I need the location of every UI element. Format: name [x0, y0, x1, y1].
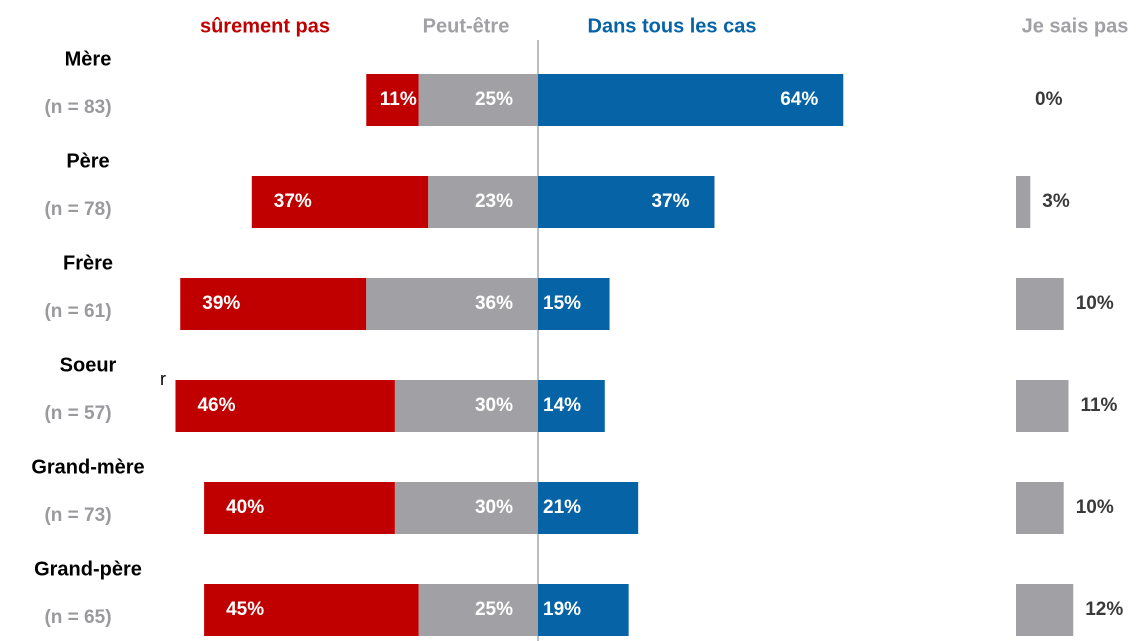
bar-segment	[538, 584, 629, 636]
value-label: 10%	[1076, 497, 1114, 518]
bar-segment	[175, 380, 395, 432]
value-label: 10%	[1076, 293, 1114, 314]
category-note: (n = 78)	[44, 199, 111, 220]
value-label: 64%	[780, 89, 818, 110]
bar-segment	[418, 584, 538, 636]
value-label: 46%	[197, 395, 235, 416]
value-label: 37%	[274, 191, 312, 212]
value-label: 19%	[543, 599, 581, 620]
value-label: 25%	[475, 89, 513, 110]
category-label: Mère	[65, 48, 112, 70]
value-label: 11%	[1080, 395, 1117, 416]
category-note: (n = 57)	[44, 403, 111, 424]
category-note: (n = 65)	[44, 607, 111, 628]
bar-segment	[180, 278, 367, 330]
value-label: 37%	[651, 191, 689, 212]
legend-label: Peut-être	[423, 15, 510, 37]
category-note: (n = 83)	[44, 97, 111, 118]
value-label: 21%	[543, 497, 581, 518]
bar-segment	[204, 584, 419, 636]
bar-segment	[418, 74, 538, 126]
bar-segment	[204, 482, 395, 534]
category-note: (n = 73)	[44, 505, 111, 526]
value-label: 36%	[475, 293, 513, 314]
legend-label: sûrement pas	[200, 15, 330, 37]
value-label: 45%	[226, 599, 264, 620]
legend-label: Je sais pas	[1022, 15, 1129, 37]
category-label: Grand-mère	[31, 456, 144, 478]
bar-segment	[394, 482, 538, 534]
bar-segment	[538, 278, 610, 330]
category-note: (n = 61)	[44, 301, 111, 322]
value-label: 12%	[1085, 599, 1123, 620]
bar-segment	[538, 176, 715, 228]
value-label: 15%	[543, 293, 581, 314]
bar-segment	[1016, 176, 1031, 228]
bar-segment	[1016, 482, 1064, 534]
value-label: 14%	[543, 395, 581, 416]
value-label: 23%	[475, 191, 513, 212]
bar-segment	[1016, 584, 1074, 636]
annotation: r	[160, 369, 166, 389]
value-label: 25%	[475, 599, 513, 620]
bar-segment	[428, 176, 538, 228]
bar-segment	[394, 380, 538, 432]
value-label: 40%	[226, 497, 264, 518]
bar-segment	[1016, 278, 1064, 330]
bar-segment	[366, 278, 538, 330]
value-label: 30%	[475, 395, 513, 416]
category-label: Père	[66, 150, 109, 172]
category-label: Soeur	[60, 354, 117, 376]
legend-label: Dans tous les cas	[588, 15, 757, 37]
value-label: 3%	[1042, 191, 1070, 212]
bar-segment	[366, 74, 419, 126]
value-label: 11%	[380, 89, 417, 110]
value-label: 0%	[1035, 89, 1063, 110]
bar-segment	[538, 74, 844, 126]
bar-segment	[538, 380, 605, 432]
value-label: 30%	[475, 497, 513, 518]
category-label: Frère	[63, 252, 113, 274]
bar-segment	[251, 176, 429, 228]
bar-segment	[538, 482, 639, 534]
bar-segment	[1016, 380, 1069, 432]
value-label: 39%	[202, 293, 240, 314]
category-label: Grand-père	[34, 558, 142, 580]
